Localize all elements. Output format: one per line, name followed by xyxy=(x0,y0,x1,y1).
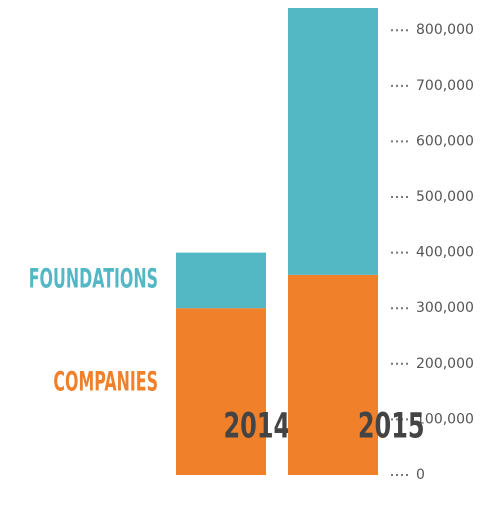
bar-segment xyxy=(176,308,266,475)
bar-segment xyxy=(288,274,378,475)
y-tick-label: 400,000 xyxy=(416,245,474,261)
legend-label: COMPANIES xyxy=(53,367,158,397)
y-tick-label: 700,000 xyxy=(416,78,474,94)
y-tick-label: 500,000 xyxy=(416,189,474,205)
y-tick-label: 800,000 xyxy=(416,22,474,38)
y-tick-label: 600,000 xyxy=(416,133,474,149)
y-tick-label: 300,000 xyxy=(416,300,474,316)
y-tick-label: 100,000 xyxy=(416,411,474,427)
bar-segment xyxy=(176,252,266,309)
x-tick-label: 2015 xyxy=(358,406,425,447)
legend-label: FOUNDATIONS xyxy=(29,265,158,295)
bar-segment xyxy=(288,8,378,275)
y-tick-label: 0 xyxy=(416,467,425,483)
x-tick-label: 2014 xyxy=(223,406,290,447)
y-tick-label: 200,000 xyxy=(416,356,474,372)
